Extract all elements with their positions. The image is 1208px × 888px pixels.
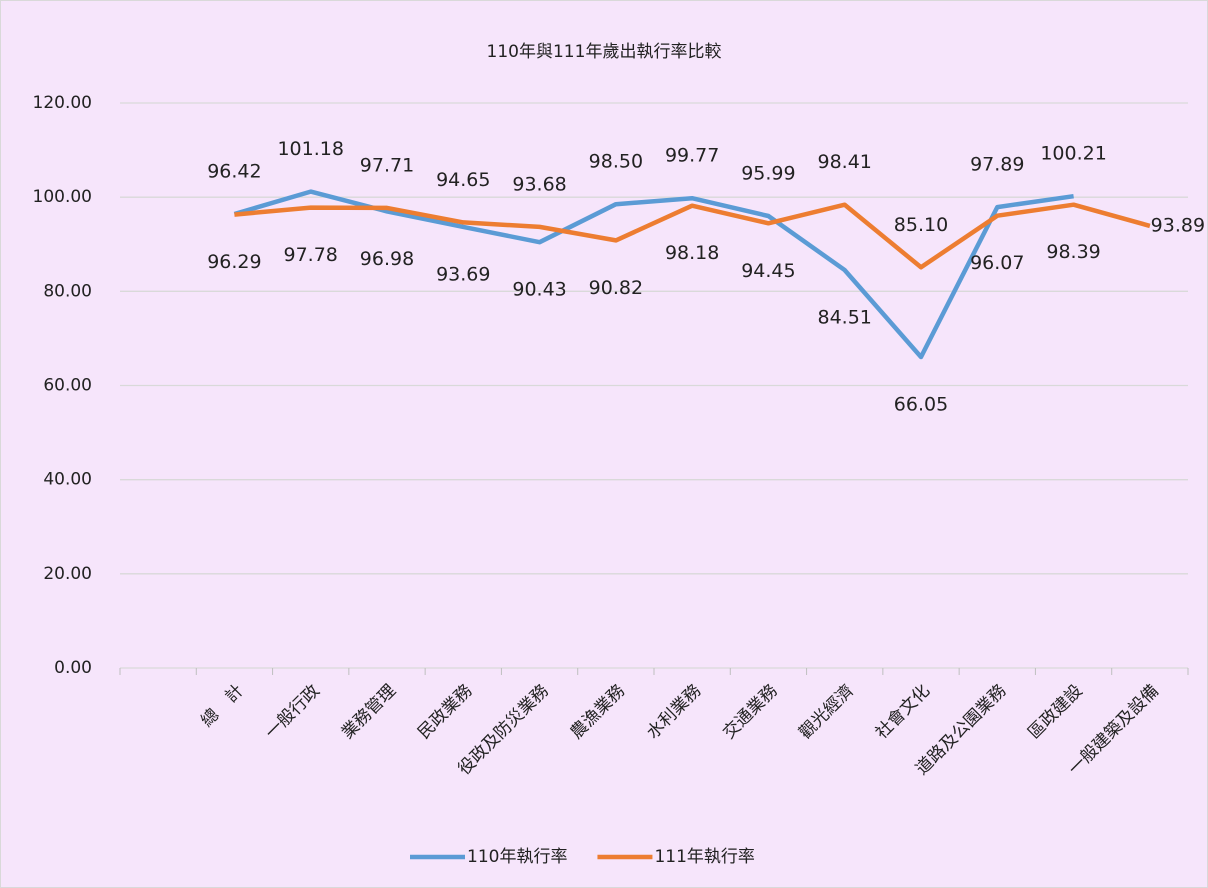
y-tick-label: 0.00 — [54, 658, 92, 678]
data-label: 96.07 — [970, 252, 1024, 274]
data-label: 97.78 — [284, 244, 338, 266]
data-label: 98.41 — [818, 151, 872, 173]
data-label: 94.45 — [741, 260, 795, 282]
data-label: 96.42 — [207, 161, 261, 183]
data-label: 90.43 — [512, 279, 566, 301]
data-label: 96.98 — [360, 248, 414, 270]
series-line — [234, 202, 1151, 270]
data-label: 97.71 — [360, 154, 414, 176]
legend-label: 110年執行率 — [467, 847, 567, 867]
data-label: 95.99 — [741, 163, 795, 185]
data-label: 90.82 — [589, 277, 643, 299]
data-label: 98.18 — [665, 242, 719, 264]
y-tick-label: 80.00 — [43, 281, 92, 301]
data-label: 94.65 — [436, 169, 490, 191]
data-label: 100.21 — [1040, 143, 1106, 165]
data-label: 99.77 — [665, 145, 719, 167]
legend-label: 111年執行率 — [654, 847, 754, 867]
data-label: 93.89 — [1151, 214, 1205, 236]
data-label: 84.51 — [818, 307, 872, 329]
y-tick-label: 120.00 — [33, 93, 92, 113]
y-tick-label: 40.00 — [43, 470, 92, 490]
data-label: 93.69 — [436, 263, 490, 285]
y-tick-label: 20.00 — [43, 564, 92, 584]
chart-title: 110年與111年歲出執行率比較 — [487, 42, 722, 62]
data-label: 85.10 — [894, 214, 948, 236]
y-tick-label: 60.00 — [43, 376, 92, 396]
data-label: 66.05 — [894, 394, 948, 416]
data-label: 101.18 — [277, 138, 343, 160]
data-label: 93.68 — [512, 173, 566, 195]
y-tick-label: 100.00 — [33, 187, 92, 207]
data-label: 98.50 — [589, 151, 643, 173]
data-label: 96.29 — [207, 251, 261, 273]
data-label: 97.89 — [970, 154, 1024, 176]
data-label: 98.39 — [1046, 241, 1100, 263]
